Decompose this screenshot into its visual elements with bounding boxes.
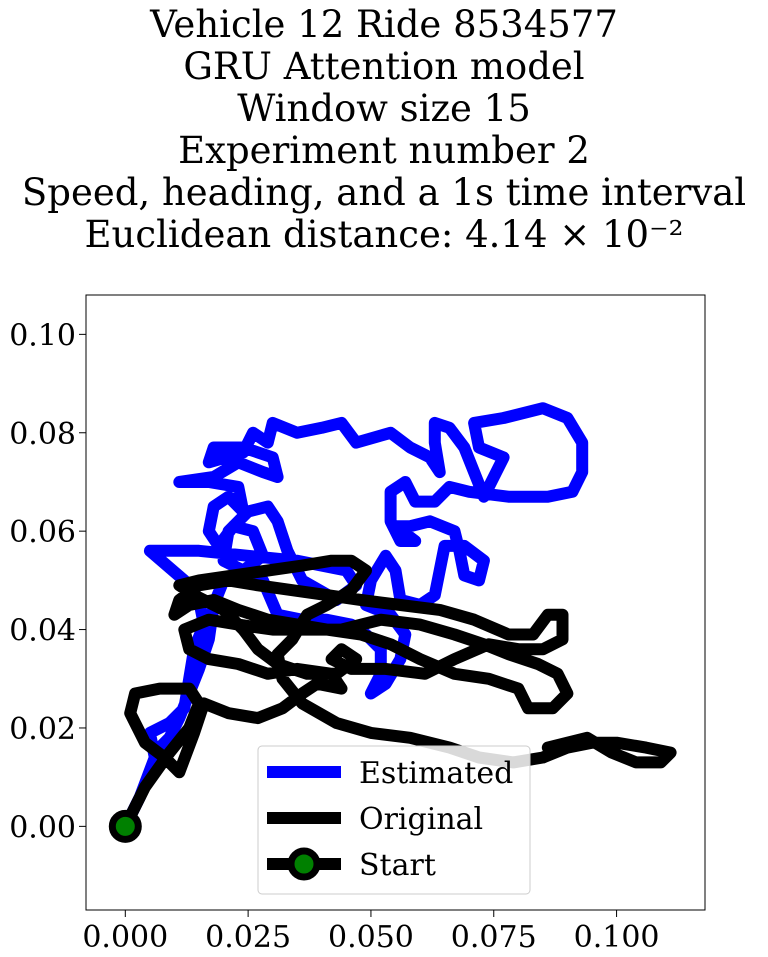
y-axis: 0.00 0.02 0.04 0.06 0.08 0.10: [9, 318, 86, 845]
y-tick-label: 0.06: [9, 515, 76, 550]
y-tick-label: 0.04: [9, 614, 76, 649]
legend-box: [257, 745, 531, 895]
x-tick-label: 0.100: [574, 920, 660, 955]
y-tick-label: 0.02: [9, 712, 76, 747]
series-layer: [108, 402, 677, 843]
x-tick-label: 0.000: [82, 920, 168, 955]
legend-label-start: Start: [359, 848, 436, 883]
y-tick-label: 0.08: [9, 417, 76, 452]
x-tick-label: 0.075: [451, 920, 537, 955]
title-line-4: Experiment number 2: [178, 129, 590, 172]
legend-label-estimated: Estimated: [359, 756, 513, 791]
chart-title: Vehicle 12 Ride 8534577 GRU Attention mo…: [0, 4, 768, 256]
legend-label-original: Original: [359, 802, 483, 837]
legend-start-marker: [287, 847, 321, 881]
x-tick-label: 0.025: [205, 920, 291, 955]
series-line-original: [119, 554, 677, 833]
title-line-5: Speed, heading, and a 1s time interval: [21, 171, 747, 214]
legend: Estimated Original Start: [257, 745, 531, 895]
title-line-2: GRU Attention model: [183, 45, 585, 88]
x-axis: 0.000 0.025 0.050 0.075 0.100: [82, 910, 660, 955]
axes-frame: [85, 294, 706, 911]
title-line-6: Euclidean distance: 4.14 × 10⁻²: [84, 213, 684, 256]
title-line-3: Window size 15: [237, 87, 531, 130]
y-tick-label: 0.00: [9, 810, 76, 845]
y-tick-label: 0.10: [9, 318, 76, 353]
title-line-1: Vehicle 12 Ride 8534577: [150, 3, 618, 46]
start-marker: [108, 809, 142, 843]
x-tick-label: 0.050: [328, 920, 414, 955]
